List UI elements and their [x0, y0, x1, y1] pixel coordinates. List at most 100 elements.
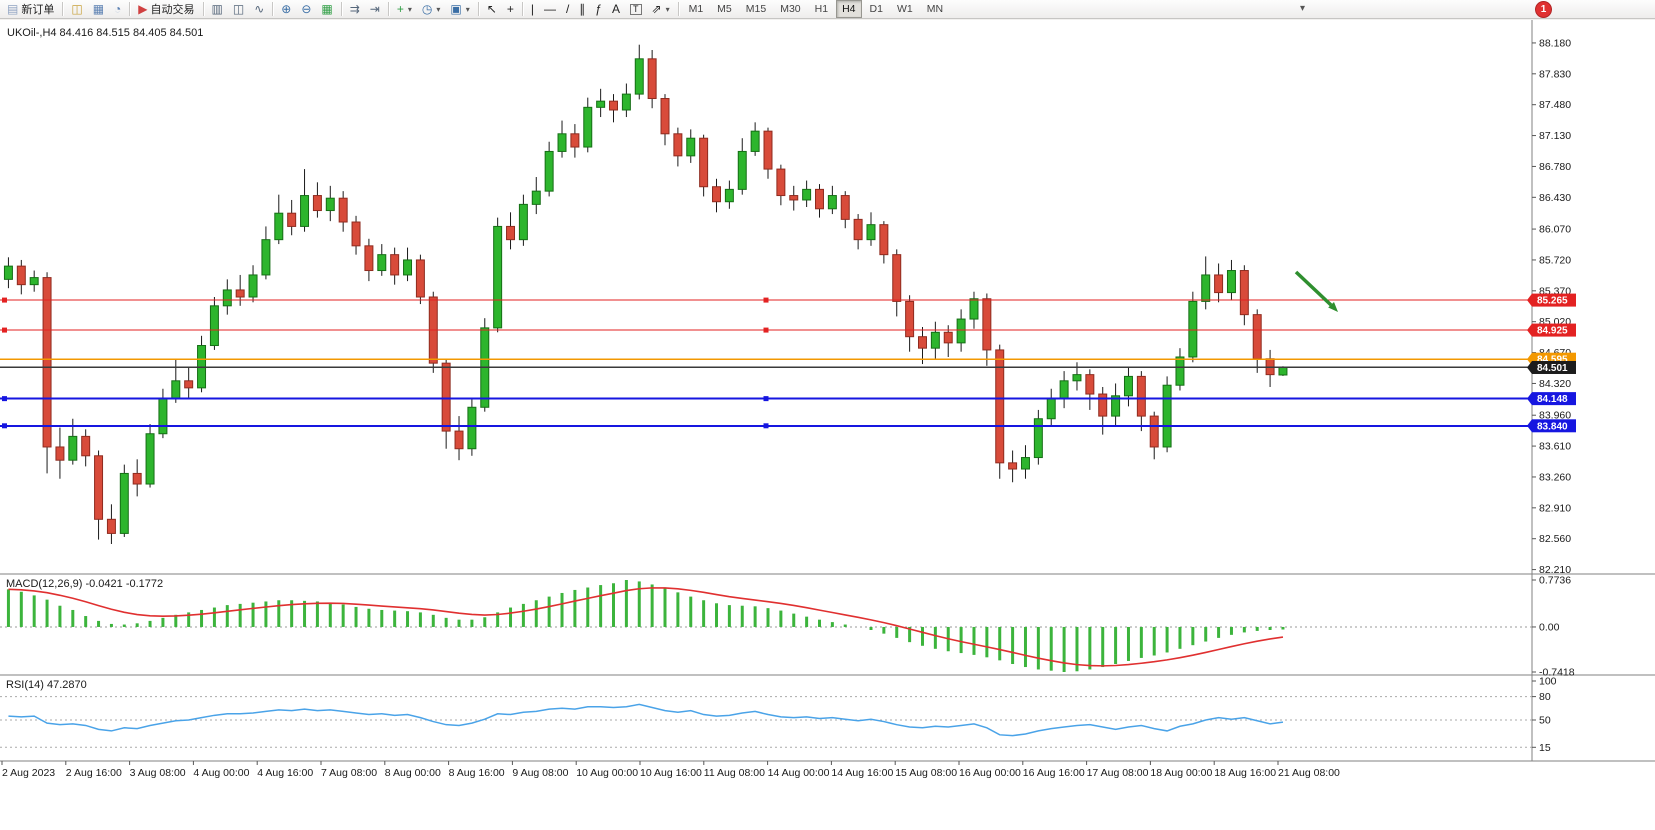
notification-badge[interactable]: 1 — [1536, 2, 1551, 17]
autotrading-button-label: 自动交易 — [150, 4, 195, 16]
line-handle[interactable] — [2, 423, 7, 429]
time-tick-label: 2 Aug 16:00 — [66, 767, 122, 779]
svg-text:84.925: 84.925 — [1537, 326, 1568, 337]
zoom-in-button[interactable]: ⊕ — [276, 0, 296, 19]
timeframe-h1-button[interactable]: H1 — [814, 3, 829, 15]
candle — [493, 225, 503, 329]
text-label-button[interactable]: T — [625, 0, 647, 19]
text-button[interactable]: A — [607, 0, 625, 19]
timeframe-m1-button[interactable]: M1 — [688, 3, 704, 15]
cursor-icon: ↖ — [486, 1, 497, 16]
tile-windows-button[interactable]: ▦ — [316, 0, 337, 19]
timeframe-w1-button[interactable]: W1 — [896, 3, 913, 15]
time-tick-label: 14 Aug 16:00 — [831, 767, 893, 779]
candle — [145, 433, 155, 485]
svg-text:85.265: 85.265 — [1537, 296, 1568, 307]
candle — [1033, 418, 1043, 459]
candle — [660, 98, 670, 135]
new-chart-button[interactable]: ◫ — [66, 0, 87, 19]
candle — [1188, 300, 1198, 358]
new-order-button[interactable]: ▤ 新订单 — [2, 0, 59, 19]
macd-tick-label: 0.7736 — [1539, 575, 1571, 587]
candle — [377, 254, 387, 272]
candle — [1162, 384, 1172, 448]
candle — [531, 190, 541, 205]
rsi-tick-label: 80 — [1539, 691, 1551, 703]
time-tick-label: 10 Aug 00:00 — [576, 767, 638, 779]
candle — [892, 254, 902, 302]
timeframe-m5-button[interactable]: M5 — [717, 3, 732, 15]
candle — [415, 259, 425, 298]
line-handle[interactable] — [763, 423, 769, 429]
rsi-line — [8, 703, 1284, 737]
candle — [390, 254, 400, 276]
price-tick-label: 85.720 — [1539, 254, 1571, 266]
time-tick-label: 18 Aug 16:00 — [1214, 767, 1276, 779]
candle — [119, 472, 129, 534]
candle — [518, 203, 528, 241]
chart-window: 88.180 87.830 87.480 87.130 86.780 86.430 86.0… — [0, 20, 1655, 830]
trendline-icon: / — [565, 1, 570, 16]
refresh-button[interactable]: ◔ — [109, 0, 126, 19]
candle — [1214, 274, 1224, 294]
indicators-button[interactable]: + ▾ — [392, 0, 417, 19]
candle — [737, 150, 747, 190]
bar-chart-button[interactable]: ▥ — [207, 0, 228, 19]
candle-chart-button[interactable]: ◫ — [228, 0, 249, 19]
time-axis: 2 Aug 2023 2 Aug 16:00 3 Aug 08:00 4 Aug 00… — [1, 761, 1340, 779]
candle — [1265, 358, 1275, 376]
arrows-button[interactable]: ⇗ ▾ — [647, 0, 675, 19]
cursor-button[interactable]: ↖ — [482, 0, 502, 19]
timeframe-m15-button[interactable]: M15 — [745, 3, 767, 15]
chart-shift-button[interactable]: ⇥ — [365, 0, 385, 19]
vertical-line-button[interactable]: | — [526, 0, 539, 19]
toolbar-separator — [340, 2, 342, 16]
horizontal-line-button[interactable]: — — [539, 0, 561, 19]
line-handle[interactable] — [763, 396, 769, 402]
line-handle[interactable] — [763, 297, 769, 303]
timeframe-m30-button[interactable]: M30 — [780, 3, 801, 15]
line-handle[interactable] — [2, 396, 7, 402]
crosshair-button[interactable]: + — [502, 0, 519, 19]
timeframe-mn-button[interactable]: MN — [926, 3, 944, 15]
arrow-annotation[interactable] — [1294, 270, 1338, 312]
line-chart-icon: ∿ — [254, 1, 265, 16]
candle — [506, 225, 516, 241]
autotrading-button[interactable]: ▶ 自动交易 — [133, 0, 199, 19]
channel-button[interactable]: ∥ — [574, 0, 590, 19]
zoom-out-button[interactable]: ⊖ — [296, 0, 316, 19]
periods-button[interactable]: ◷ ▾ — [417, 0, 446, 19]
chart-canvas[interactable]: 88.180 87.830 87.480 87.130 86.780 86.430 86.0… — [0, 20, 1655, 830]
timeframe-h4-button[interactable]: H4 — [836, 0, 862, 18]
rsi-tick-label: 50 — [1539, 715, 1551, 727]
time-tick-label: 3 Aug 08:00 — [130, 767, 186, 779]
templates-button[interactable]: ▣ ▾ — [445, 0, 474, 19]
candle — [969, 298, 979, 320]
line-handle[interactable] — [763, 327, 769, 333]
auto-scroll-button[interactable]: ⇉ — [345, 0, 365, 19]
profiles-button[interactable]: ▦ — [88, 0, 109, 19]
line-handle[interactable] — [2, 327, 7, 333]
candle — [209, 305, 219, 347]
candle — [197, 345, 207, 389]
price-tick-label: 86.430 — [1539, 192, 1571, 204]
time-tick-label: 8 Aug 16:00 — [449, 767, 505, 779]
time-tick-label: 7 Aug 08:00 — [321, 767, 377, 779]
timeframe-d1-button[interactable]: D1 — [869, 3, 883, 15]
candle — [1059, 380, 1069, 399]
line-handle[interactable] — [2, 297, 7, 303]
price-tick-label: 82.210 — [1539, 564, 1571, 576]
fibonacci-icon: ƒ — [595, 1, 602, 16]
toolbar-overflow-button[interactable]: ▾ — [1300, 3, 1306, 14]
candle — [403, 259, 413, 276]
toolbar-separator — [521, 2, 523, 16]
time-tick-label: 14 Aug 00:00 — [768, 767, 830, 779]
price-tag: 84.148 — [1527, 392, 1576, 406]
line-chart-button[interactable]: ∿ — [249, 0, 269, 19]
trendline-button[interactable]: / — [561, 0, 574, 19]
fibonacci-button[interactable]: ƒ — [590, 0, 607, 19]
candle — [724, 188, 734, 203]
candle — [827, 195, 837, 210]
candle — [853, 218, 863, 241]
candle — [454, 430, 464, 450]
